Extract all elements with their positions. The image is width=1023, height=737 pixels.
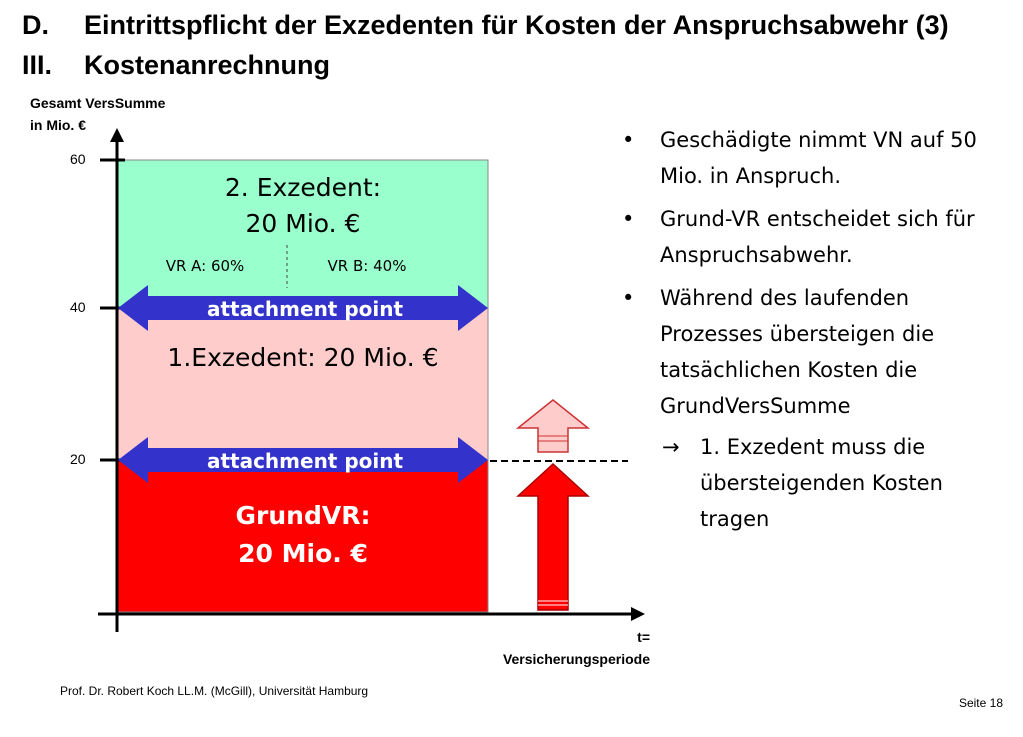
layer1-label: 1.Exzedent: 20 Mio. € <box>167 343 439 372</box>
layer2-label-line2: 20 Mio. € <box>245 209 361 238</box>
x-axis-caption-line2: Versicherungsperiode <box>502 651 650 667</box>
layer1-box <box>117 307 489 461</box>
title-text-2: Kostenanrechnung <box>84 50 331 80</box>
y-axis-caption: Gesamt VersSumme in Mio. € <box>30 92 165 136</box>
y-axis-arrowhead <box>110 128 124 142</box>
footer-author: Prof. Dr. Robert Koch LL.M. (McGill), Un… <box>60 684 369 698</box>
bullet-text-2: Grund-VR entscheidet sich für Anspruchsa… <box>660 207 975 267</box>
sub-bullet: → 1. Exzedent muss die übersteigenden Kos… <box>620 429 1010 537</box>
bullet-item-3: • Während des laufenden Prozesses überste… <box>620 280 1010 424</box>
tick-label-60: 60 <box>70 151 86 167</box>
x-axis-caption: t= Versicherungsperiode <box>450 626 650 670</box>
title-text-1: Eintrittspflicht der Exzedenten für Kost… <box>84 10 949 40</box>
slide-title-line2: III. Kostenanrechnung <box>22 48 330 82</box>
x-axis-arrowhead <box>631 607 645 621</box>
excess-cost-arrow <box>515 399 591 453</box>
grund-label-line2: 20 Mio. € <box>238 539 368 568</box>
bullet-text-3: Während des laufenden Prozesses überstei… <box>660 286 935 418</box>
x-axis-caption-line1: t= <box>637 629 650 645</box>
title-number-iii: III. <box>22 50 53 80</box>
y-axis-caption-line2: in Mio. € <box>30 117 86 133</box>
bullet-text-1: Geschädigte nimmt VN auf 50 Mio. in Ansp… <box>660 128 977 188</box>
grund-box <box>117 459 489 613</box>
layer2-label-line1: 2. Exzedent: <box>224 173 382 202</box>
attachment-arrow-top <box>118 285 488 331</box>
bullet-dot-icon: • <box>622 128 635 152</box>
y-axis-caption-line1: Gesamt VersSumme <box>30 95 166 111</box>
attachment-point-label-top: attachment point <box>206 297 404 321</box>
bullet-list: • Geschädigte nimmt VN auf 50 Mio. in Ans… <box>620 122 1010 537</box>
grund-label: GrundVR: 20 Mio. € <box>118 497 488 573</box>
bullet-item-2: • Grund-VR entscheidet sich für Anspruchs… <box>620 201 1010 273</box>
slide-title-line1: D. Eintrittspflicht der Exzedenten für Ko… <box>22 8 949 42</box>
title-number-d: D. <box>22 10 49 40</box>
tick-label-40: 40 <box>70 299 86 315</box>
vr-a-label: VR A: 60% <box>165 257 245 275</box>
grund-label-line1: GrundVR: <box>235 501 371 530</box>
grund-cost-arrow <box>516 462 590 611</box>
bullet-item-1: • Geschädigte nimmt VN auf 50 Mio. in Ans… <box>620 122 1010 194</box>
layer2-box <box>117 159 489 309</box>
page-number: Seite 18 <box>958 696 1003 710</box>
vr-b-label: VR B: 40% <box>327 257 407 275</box>
layer2-label: 2. Exzedent: 20 Mio. € <box>118 170 488 242</box>
attachment-point-label-bottom: attachment point <box>206 449 404 473</box>
right-arrow-icon: → <box>662 435 680 459</box>
sub-bullet-text: 1. Exzedent muss die übersteigenden Kost… <box>700 435 943 531</box>
bullet-dot-icon: • <box>622 286 635 310</box>
tick-label-20: 20 <box>70 451 86 467</box>
attachment-arrow-bottom <box>118 437 488 483</box>
bullet-dot-icon: • <box>622 207 635 231</box>
